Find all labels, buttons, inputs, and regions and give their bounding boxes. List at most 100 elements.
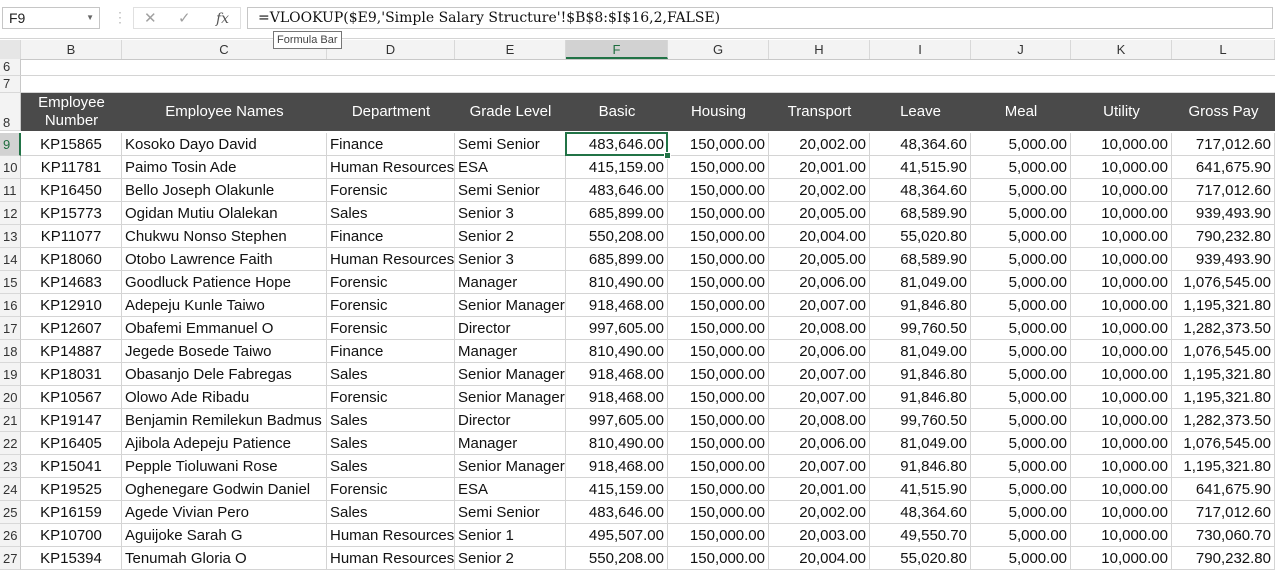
cell-e[interactable]: Senior 2 (455, 225, 566, 247)
formula-input[interactable]: =VLOOKUP($E9,'Simple Salary Structure'!$… (247, 7, 1273, 29)
cell-b[interactable]: KP11077 (21, 225, 122, 247)
cell-d[interactable]: Human Resources (327, 156, 455, 178)
cell-g[interactable]: 150,000.00 (668, 271, 769, 293)
cell-g[interactable]: 150,000.00 (668, 432, 769, 454)
cell-l[interactable]: 1,195,321.80 (1172, 386, 1275, 408)
cell-f[interactable]: 550,208.00 (566, 225, 668, 247)
cell-k[interactable]: 10,000.00 (1071, 547, 1172, 569)
column-header-l[interactable]: L (1172, 40, 1275, 59)
name-box[interactable]: F9 ▼ (2, 7, 100, 29)
cell-h[interactable]: 20,003.00 (769, 524, 870, 546)
cell-b[interactable]: KP14887 (21, 340, 122, 362)
cell-k[interactable]: 10,000.00 (1071, 156, 1172, 178)
cell-h[interactable]: 20,005.00 (769, 248, 870, 270)
cell-j[interactable]: 5,000.00 (971, 248, 1071, 270)
cell-l[interactable]: 1,195,321.80 (1172, 294, 1275, 316)
header-cell[interactable]: Department (351, 103, 431, 120)
cell-j[interactable]: 5,000.00 (971, 271, 1071, 293)
row-header[interactable]: 18 (0, 340, 21, 363)
cell-b[interactable]: KP15773 (21, 202, 122, 224)
cell-g[interactable]: 150,000.00 (668, 133, 769, 155)
header-cell[interactable]: Basic (598, 103, 636, 120)
cell-l[interactable]: 1,282,373.50 (1172, 317, 1275, 339)
cell-i[interactable]: 91,846.80 (870, 455, 971, 477)
cell-g[interactable]: 150,000.00 (668, 455, 769, 477)
cell-i[interactable]: 68,589.90 (870, 248, 971, 270)
cell-g[interactable]: 150,000.00 (668, 363, 769, 385)
cell-j[interactable]: 5,000.00 (971, 363, 1071, 385)
cell-k[interactable]: 10,000.00 (1071, 202, 1172, 224)
cell-h[interactable]: 20,002.00 (769, 133, 870, 155)
cell-h[interactable]: 20,001.00 (769, 156, 870, 178)
cell-d[interactable]: Forensic (327, 478, 455, 500)
row-header[interactable]: 21 (0, 409, 21, 432)
cell-i[interactable]: 91,846.80 (870, 386, 971, 408)
cell-j[interactable]: 5,000.00 (971, 432, 1071, 454)
cell-f[interactable]: 918,468.00 (566, 294, 668, 316)
column-header-f[interactable]: F (566, 40, 668, 59)
cell-c[interactable]: Chukwu Nonso Stephen (122, 225, 327, 247)
cell-j[interactable]: 5,000.00 (971, 547, 1071, 569)
more-options-icon[interactable]: ⋮ (113, 9, 127, 25)
cell-b[interactable]: KP18031 (21, 363, 122, 385)
row-header[interactable]: 15 (0, 271, 21, 294)
row-header[interactable]: 26 (0, 524, 21, 547)
cell-d[interactable]: Finance (327, 133, 455, 155)
cell-e[interactable]: Manager (455, 271, 566, 293)
row-header-7[interactable]: 7 (0, 76, 21, 93)
cell-c[interactable]: Obasanjo Dele Fabregas (122, 363, 327, 385)
cell-l[interactable]: 790,232.80 (1172, 547, 1275, 569)
cell-k[interactable]: 10,000.00 (1071, 248, 1172, 270)
cell-c[interactable]: Adepeju Kunle Taiwo (122, 294, 327, 316)
cell-e[interactable]: Senior 2 (455, 547, 566, 569)
cell-g[interactable]: 150,000.00 (668, 156, 769, 178)
cell-i[interactable]: 81,049.00 (870, 271, 971, 293)
cell-l[interactable]: 1,282,373.50 (1172, 409, 1275, 431)
cell-g[interactable]: 150,000.00 (668, 340, 769, 362)
cell-l[interactable]: 641,675.90 (1172, 478, 1275, 500)
cell-l[interactable]: 717,012.60 (1172, 133, 1275, 155)
cell-d[interactable]: Human Resources (327, 547, 455, 569)
cancel-icon[interactable]: ✕ (144, 10, 157, 27)
cell-b[interactable]: KP12607 (21, 317, 122, 339)
cell-d[interactable]: Sales (327, 501, 455, 523)
cell-d[interactable]: Finance (327, 340, 455, 362)
cell-g[interactable]: 150,000.00 (668, 547, 769, 569)
cell-i[interactable]: 48,364.60 (870, 179, 971, 201)
cell-e[interactable]: Semi Senior (455, 501, 566, 523)
cell-c[interactable]: Oghenegare Godwin Daniel (122, 478, 327, 500)
cell-d[interactable]: Human Resources (327, 524, 455, 546)
header-cell[interactable]: Grade Level (469, 103, 552, 120)
cell-k[interactable]: 10,000.00 (1071, 386, 1172, 408)
cell-g[interactable]: 150,000.00 (668, 248, 769, 270)
cell-c[interactable]: Goodluck Patience Hope (122, 271, 327, 293)
cell-e[interactable]: Senior Manager (455, 363, 566, 385)
cell-j[interactable]: 5,000.00 (971, 409, 1071, 431)
cell-c[interactable]: Aguijoke Sarah G (122, 524, 327, 546)
cell-h[interactable]: 20,001.00 (769, 478, 870, 500)
cell-k[interactable]: 10,000.00 (1071, 432, 1172, 454)
cell-g[interactable]: 150,000.00 (668, 202, 769, 224)
cell-g[interactable]: 150,000.00 (668, 524, 769, 546)
cell-b[interactable]: KP18060 (21, 248, 122, 270)
column-header-g[interactable]: G (668, 40, 769, 59)
column-header-b[interactable]: B (21, 40, 122, 59)
column-header-c[interactable]: C (122, 40, 327, 59)
cell-e[interactable]: Semi Senior (455, 179, 566, 201)
cell-c[interactable]: Jegede Bosede Taiwo (122, 340, 327, 362)
cell-j[interactable]: 5,000.00 (971, 524, 1071, 546)
fill-handle[interactable] (664, 152, 671, 159)
cell-c[interactable]: Kosoko Dayo David (122, 133, 327, 155)
row-header-6[interactable]: 6 (0, 59, 21, 76)
column-header-j[interactable]: J (971, 40, 1071, 59)
cell-g[interactable]: 150,000.00 (668, 317, 769, 339)
row-header[interactable]: 11 (0, 179, 21, 202)
cell-l[interactable]: 1,195,321.80 (1172, 363, 1275, 385)
cell-i[interactable]: 81,049.00 (870, 340, 971, 362)
row-header[interactable]: 20 (0, 386, 21, 409)
cell-e[interactable]: Senior Manager (455, 294, 566, 316)
cell-f[interactable]: 415,159.00 (566, 478, 668, 500)
cell-f[interactable]: 483,646.00 (566, 179, 668, 201)
cell-l[interactable]: 717,012.60 (1172, 179, 1275, 201)
column-header-i[interactable]: I (870, 40, 971, 59)
